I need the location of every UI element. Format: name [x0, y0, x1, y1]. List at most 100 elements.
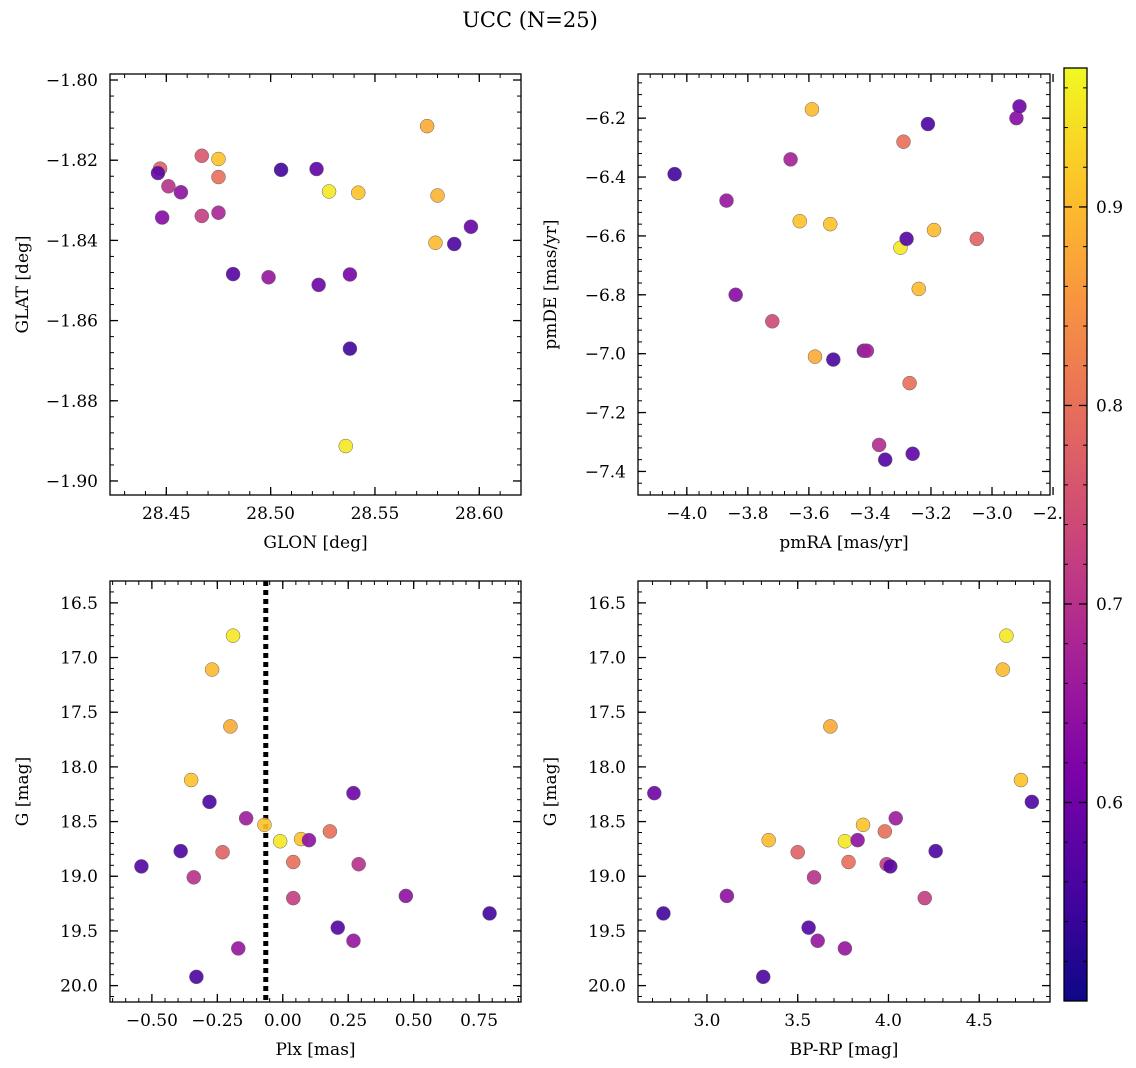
data-point: [902, 375, 917, 391]
data-point: [482, 906, 497, 921]
data-point: [285, 854, 301, 870]
y-tick-label: 19.0: [60, 867, 98, 887]
data-point: [899, 231, 914, 247]
data-point: [826, 352, 841, 367]
data-point: [823, 719, 838, 734]
data-point: [430, 188, 445, 203]
y-tick-label: −6.2: [585, 109, 626, 129]
data-point: [888, 811, 903, 826]
panel-2: −4.0 −3.8 −3.6 −3.4 −3.2 −3.0 −2.8−6.2−6.4−6.6…: [541, 73, 1074, 553]
data-point: [823, 216, 838, 232]
data-point: [301, 832, 317, 848]
data-point: [463, 219, 479, 235]
data-point: [995, 662, 1011, 677]
x-tick-label: 3.0: [693, 1011, 720, 1031]
data-point: [204, 662, 220, 677]
data-point: [225, 628, 241, 643]
data-point: [656, 906, 671, 921]
data-point: [351, 185, 366, 200]
data-point: [667, 166, 682, 182]
y-tick-label: −1.90: [46, 472, 98, 492]
y-tick-label: −6.6: [585, 227, 626, 247]
x-axis-label: pmRA [mas/yr]: [779, 533, 908, 553]
figure-title: UCC (N=25): [462, 8, 598, 32]
x-tick-label: −0.25: [191, 1011, 243, 1031]
y-tick-label: 17.0: [60, 649, 98, 669]
y-tick-label: 16.5: [60, 594, 98, 614]
data-point: [928, 843, 943, 859]
y-tick-label: 18.0: [60, 758, 98, 778]
data-point: [850, 832, 865, 848]
data-point: [330, 920, 346, 935]
data-point: [806, 870, 822, 885]
data-point: [150, 165, 166, 181]
data-point: [999, 628, 1014, 643]
data-point: [446, 236, 462, 252]
data-point: [309, 161, 324, 177]
data-point: [419, 118, 435, 134]
data-point: [398, 888, 414, 904]
data-point: [351, 856, 366, 872]
y-tick-label: 19.5: [60, 922, 98, 942]
data-point: [877, 452, 893, 467]
y-tick-label: 19.5: [588, 922, 626, 942]
data-point: [428, 235, 443, 251]
y-tick-label: −6.8: [585, 286, 626, 306]
axes-frame: [637, 580, 1051, 1003]
data-point: [346, 785, 361, 801]
data-point: [783, 152, 798, 167]
data-point: [272, 834, 288, 849]
data-point: [322, 824, 338, 839]
axes-frame: [109, 73, 522, 496]
data-point: [801, 920, 816, 935]
y-tick-label: −1.88: [46, 392, 98, 412]
y-tick-label: 18.0: [588, 758, 626, 778]
x-tick-label: −3.4: [849, 504, 890, 524]
data-point: [728, 287, 743, 303]
data-point: [194, 208, 210, 224]
x-axis-label: BP-RP [mag]: [790, 1040, 899, 1060]
data-point: [969, 231, 985, 247]
data-point: [215, 844, 230, 860]
data-point: [321, 184, 337, 199]
data-point: [211, 169, 226, 185]
x-tick-label: 0.50: [395, 1011, 433, 1031]
y-tick-label: −7.2: [585, 404, 626, 424]
y-tick-label: 20.0: [588, 977, 626, 997]
data-point: [911, 281, 927, 297]
data-point: [338, 438, 354, 454]
data-point: [223, 719, 238, 734]
data-point: [877, 824, 893, 839]
data-point: [311, 277, 326, 293]
data-point: [792, 213, 807, 229]
colorbar-tick-label: 0.7: [1096, 595, 1123, 615]
data-point: [1024, 794, 1040, 810]
x-tick-label: −3.6: [788, 504, 829, 524]
data-point: [719, 193, 734, 208]
data-point: [342, 341, 358, 356]
data-point: [841, 854, 856, 870]
data-point: [211, 151, 226, 167]
y-tick-label: 17.5: [588, 703, 626, 723]
data-point: [896, 134, 911, 149]
data-point: [883, 859, 898, 874]
data-point: [273, 162, 289, 178]
data-point: [810, 933, 825, 949]
x-tick-label: 0.25: [329, 1011, 367, 1031]
y-tick-label: −1.86: [46, 312, 98, 332]
data-point: [285, 890, 301, 906]
y-tick-label: −7.0: [585, 345, 626, 365]
y-axis-label: G [mag]: [13, 757, 33, 826]
data-point: [647, 785, 662, 801]
x-tick-label: 28.50: [246, 504, 295, 524]
data-point: [238, 811, 254, 826]
data-point: [202, 794, 217, 810]
data-point: [755, 969, 771, 985]
data-point: [189, 969, 204, 985]
x-tick-label: 0.75: [460, 1011, 498, 1031]
data-point: [211, 205, 226, 220]
data-point: [186, 870, 202, 885]
data-point: [342, 267, 358, 282]
data-point: [804, 102, 820, 117]
y-tick-label: 17.5: [60, 703, 98, 723]
